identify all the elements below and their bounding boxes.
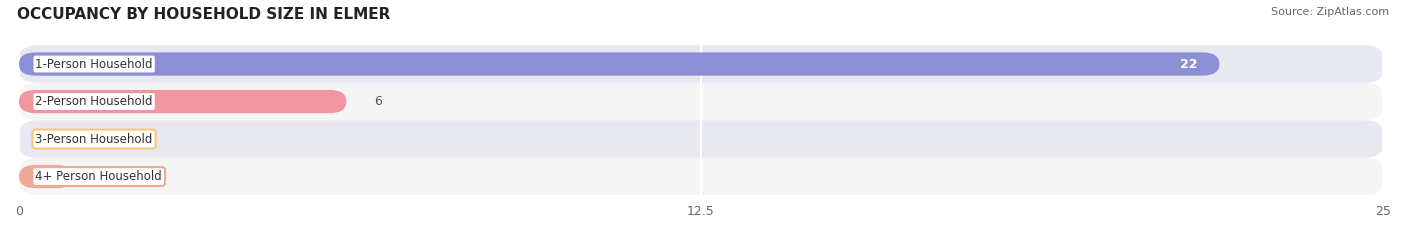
Text: 0: 0 — [46, 133, 55, 146]
FancyBboxPatch shape — [20, 52, 1219, 76]
FancyBboxPatch shape — [20, 45, 1384, 83]
Text: 2-Person Household: 2-Person Household — [35, 95, 153, 108]
FancyBboxPatch shape — [20, 83, 1384, 120]
Text: 4+ Person Household: 4+ Person Household — [35, 170, 162, 183]
FancyBboxPatch shape — [20, 158, 1384, 195]
Text: OCCUPANCY BY HOUSEHOLD SIZE IN ELMER: OCCUPANCY BY HOUSEHOLD SIZE IN ELMER — [17, 7, 391, 22]
FancyBboxPatch shape — [20, 90, 346, 113]
FancyBboxPatch shape — [20, 165, 73, 188]
Text: 3-Person Household: 3-Person Household — [35, 133, 153, 146]
Text: 6: 6 — [374, 95, 381, 108]
Text: 22: 22 — [1180, 58, 1198, 71]
Text: 1: 1 — [101, 170, 108, 183]
Text: Source: ZipAtlas.com: Source: ZipAtlas.com — [1271, 7, 1389, 17]
FancyBboxPatch shape — [20, 120, 1384, 158]
Text: 1-Person Household: 1-Person Household — [35, 58, 153, 71]
